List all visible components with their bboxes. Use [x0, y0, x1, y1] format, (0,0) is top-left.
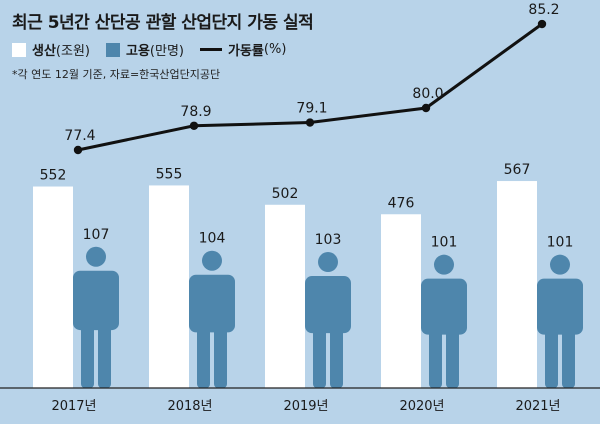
x-tick-label-2020년: 2020년 [399, 399, 444, 414]
chart-title: 최근 5년간 산단공 관할 산업단지 가동 실적 [12, 13, 314, 33]
utilization-label-2021년: 85.2 [528, 2, 559, 18]
legend: 생산 (조원) 고용 (만명) 가동률 (%) [12, 40, 302, 59]
legend-unit-production: (조원) [55, 44, 90, 59]
employment-label-2017년: 107 [83, 227, 110, 243]
legend-unit-employment: (만명) [149, 44, 184, 59]
utilization-point-2020년 [421, 103, 431, 113]
utilization-point-2018년 [189, 121, 199, 130]
x-tick-label-2021년: 2021년 [515, 399, 560, 414]
employment-figure-2017년 [73, 246, 119, 388]
utilization-point-2019년 [305, 118, 315, 127]
utilization-label-2020년: 80.0 [412, 86, 443, 102]
legend-swatch-employment [106, 42, 120, 57]
legend-label-employment: 고용 [126, 44, 150, 59]
production-bar-2017년 [33, 186, 73, 388]
utilization-line [77, 22, 543, 152]
legend-swatch-production [12, 42, 26, 57]
employment-label-2019년: 103 [315, 232, 342, 248]
employment-figure-2019년 [305, 252, 351, 388]
utilization-label-2019년: 79.1 [296, 101, 327, 117]
x-tick-label-2019년: 2019년 [283, 399, 328, 414]
legend-item-employment: 고용 (만명) [106, 40, 184, 59]
utilization-point-2017년 [73, 145, 83, 155]
utilization-label-2018년: 78.9 [180, 104, 211, 120]
production-label-2019년: 502 [272, 186, 299, 202]
production-bar-2018년 [149, 185, 189, 388]
utilization-label-2017년: 77.4 [64, 128, 95, 144]
production-label-2017년: 552 [40, 168, 67, 184]
production-bar-2021년 [497, 181, 537, 388]
production-label-2018년: 555 [156, 166, 183, 182]
legend-item-production: 생산 (조원) [12, 40, 90, 59]
legend-item-utilization: 가동률 (%) [200, 40, 286, 59]
legend-label-utilization: 가동률 [228, 44, 264, 59]
legend-line-utilization [200, 48, 222, 51]
employment-label-2021년: 101 [547, 235, 574, 251]
legend-label-production: 생산 [32, 44, 56, 59]
production-label-2020년: 476 [388, 195, 415, 211]
employment-figure-2021년 [537, 254, 583, 388]
production-label-2021년: 567 [504, 162, 531, 178]
utilization-point-2021년 [537, 19, 547, 29]
employment-label-2020년: 101 [431, 235, 458, 251]
legend-unit-utilization: (%) [263, 42, 287, 57]
employment-figure-2018년 [189, 250, 235, 388]
x-tick-label-2018년: 2018년 [167, 399, 212, 414]
employment-figure-2020년 [421, 254, 467, 388]
source-note: *각 연도 12월 기준, 자료=한국산업단지공단 [12, 68, 221, 81]
production-bar-2019년 [265, 204, 305, 388]
x-tick-label-2017년: 2017년 [51, 399, 96, 414]
employment-label-2018년: 104 [199, 231, 226, 247]
production-bar-2020년 [381, 214, 421, 388]
